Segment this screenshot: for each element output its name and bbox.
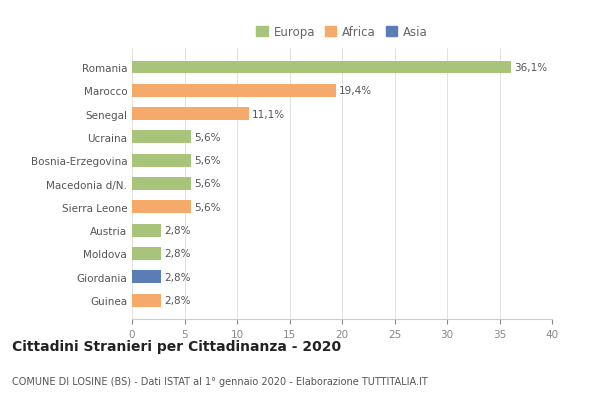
Text: 5,6%: 5,6%: [194, 179, 220, 189]
Text: Cittadini Stranieri per Cittadinanza - 2020: Cittadini Stranieri per Cittadinanza - 2…: [12, 339, 341, 353]
Text: 5,6%: 5,6%: [194, 133, 220, 142]
Bar: [132, 178, 191, 191]
Bar: [132, 201, 191, 214]
Text: 19,4%: 19,4%: [339, 86, 372, 96]
Bar: [132, 154, 191, 167]
Bar: [132, 85, 336, 97]
Text: 2,8%: 2,8%: [164, 272, 191, 282]
Text: 2,8%: 2,8%: [164, 249, 191, 259]
Text: COMUNE DI LOSINE (BS) - Dati ISTAT al 1° gennaio 2020 - Elaborazione TUTTITALIA.: COMUNE DI LOSINE (BS) - Dati ISTAT al 1°…: [12, 376, 428, 386]
Text: 36,1%: 36,1%: [514, 63, 547, 73]
Text: 2,8%: 2,8%: [164, 295, 191, 306]
Text: 2,8%: 2,8%: [164, 226, 191, 236]
Bar: [132, 294, 161, 307]
Legend: Europa, Africa, Asia: Europa, Africa, Asia: [253, 22, 431, 43]
Text: 5,6%: 5,6%: [194, 202, 220, 212]
Bar: [132, 61, 511, 74]
Bar: [132, 247, 161, 260]
Bar: [132, 131, 191, 144]
Text: 5,6%: 5,6%: [194, 156, 220, 166]
Bar: [132, 271, 161, 283]
Bar: [132, 108, 248, 121]
Bar: [132, 224, 161, 237]
Text: 11,1%: 11,1%: [252, 109, 285, 119]
